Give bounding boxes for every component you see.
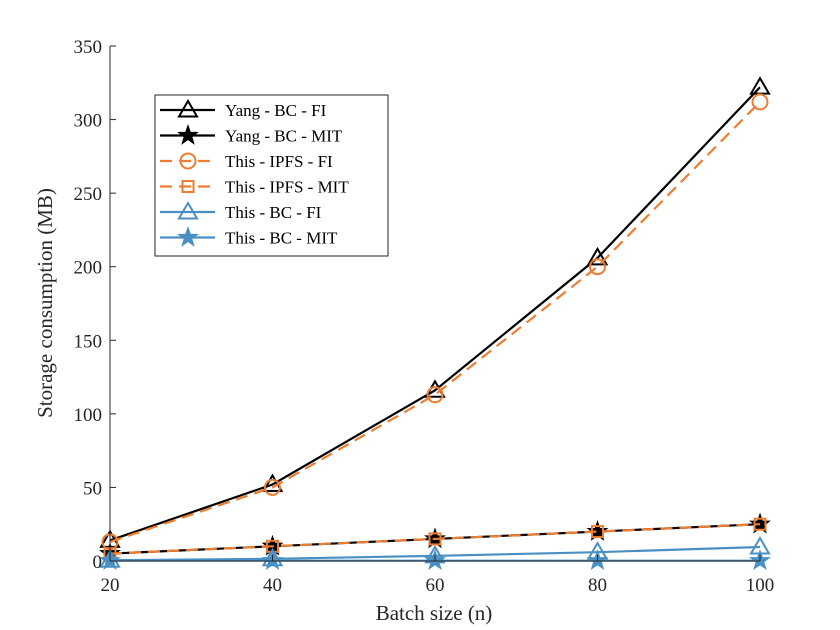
x-tick-label: 80 (588, 575, 607, 596)
data-point (751, 93, 769, 111)
data-point (428, 532, 442, 546)
data-point (753, 517, 767, 531)
y-tick-label: 350 (74, 37, 103, 58)
legend-item: This - IPFS - FI (160, 152, 333, 171)
legend-marker (179, 152, 197, 170)
series-line (109, 101, 761, 543)
series-line (109, 86, 761, 542)
data-point (589, 258, 606, 276)
legend-marker (177, 225, 199, 247)
x-tick-label: 20 (101, 575, 120, 596)
legend-label: This - BC - FI (225, 203, 322, 222)
legend-item: This - BC - MIT (160, 225, 338, 248)
legend-item: Yang - BC - FI (160, 99, 327, 120)
data-point (261, 473, 284, 492)
legend-label: This - IPFS - MIT (225, 178, 349, 197)
legend-item: This - IPFS - MIT (160, 178, 349, 197)
y-tick-label: 300 (74, 111, 103, 132)
legend-box (154, 94, 389, 257)
series-3 (103, 517, 767, 561)
y-tick-label: 0 (93, 552, 103, 573)
legend: Yang - BC - FI Yang - BC - MIT This - IPFS… (154, 94, 389, 257)
legend-label: This - BC - MIT (225, 229, 338, 248)
legend-marker (177, 201, 199, 220)
y-tick-label: 50 (83, 478, 102, 499)
legend-label: This - IPFS - FI (225, 152, 333, 171)
data-point (586, 246, 609, 266)
y-tick-label: 100 (74, 405, 103, 426)
ticks: 20 40 60 80 100 0 50 100 150 200 250 300 350 (74, 37, 775, 596)
data-point (749, 76, 771, 95)
data-point (264, 478, 281, 496)
y-tick-label: 150 (74, 331, 103, 352)
legend-item: Yang - BC - MIT (160, 123, 343, 146)
legend-marker (177, 99, 199, 118)
x-tick-label: 100 (746, 575, 775, 596)
x-axis-label: Batch size (n) (376, 601, 493, 625)
legend-label: Yang - BC - MIT (225, 127, 343, 146)
y-tick-label: 250 (74, 184, 103, 205)
data-point (591, 525, 604, 539)
data-point (426, 386, 444, 404)
x-tick-label: 60 (426, 575, 445, 596)
legend-label: Yang - BC - FI (225, 101, 327, 120)
data-point (749, 512, 771, 534)
y-tick-label: 200 (74, 258, 103, 279)
x-tick-label: 40 (263, 575, 282, 596)
data-point (586, 520, 609, 541)
series-line (109, 523, 761, 555)
y-axis-label: Storage consumption (MB) (33, 188, 57, 418)
legend-marker (177, 123, 199, 145)
legend-marker (181, 180, 195, 193)
legend-item: This - BC - FI (160, 201, 322, 222)
